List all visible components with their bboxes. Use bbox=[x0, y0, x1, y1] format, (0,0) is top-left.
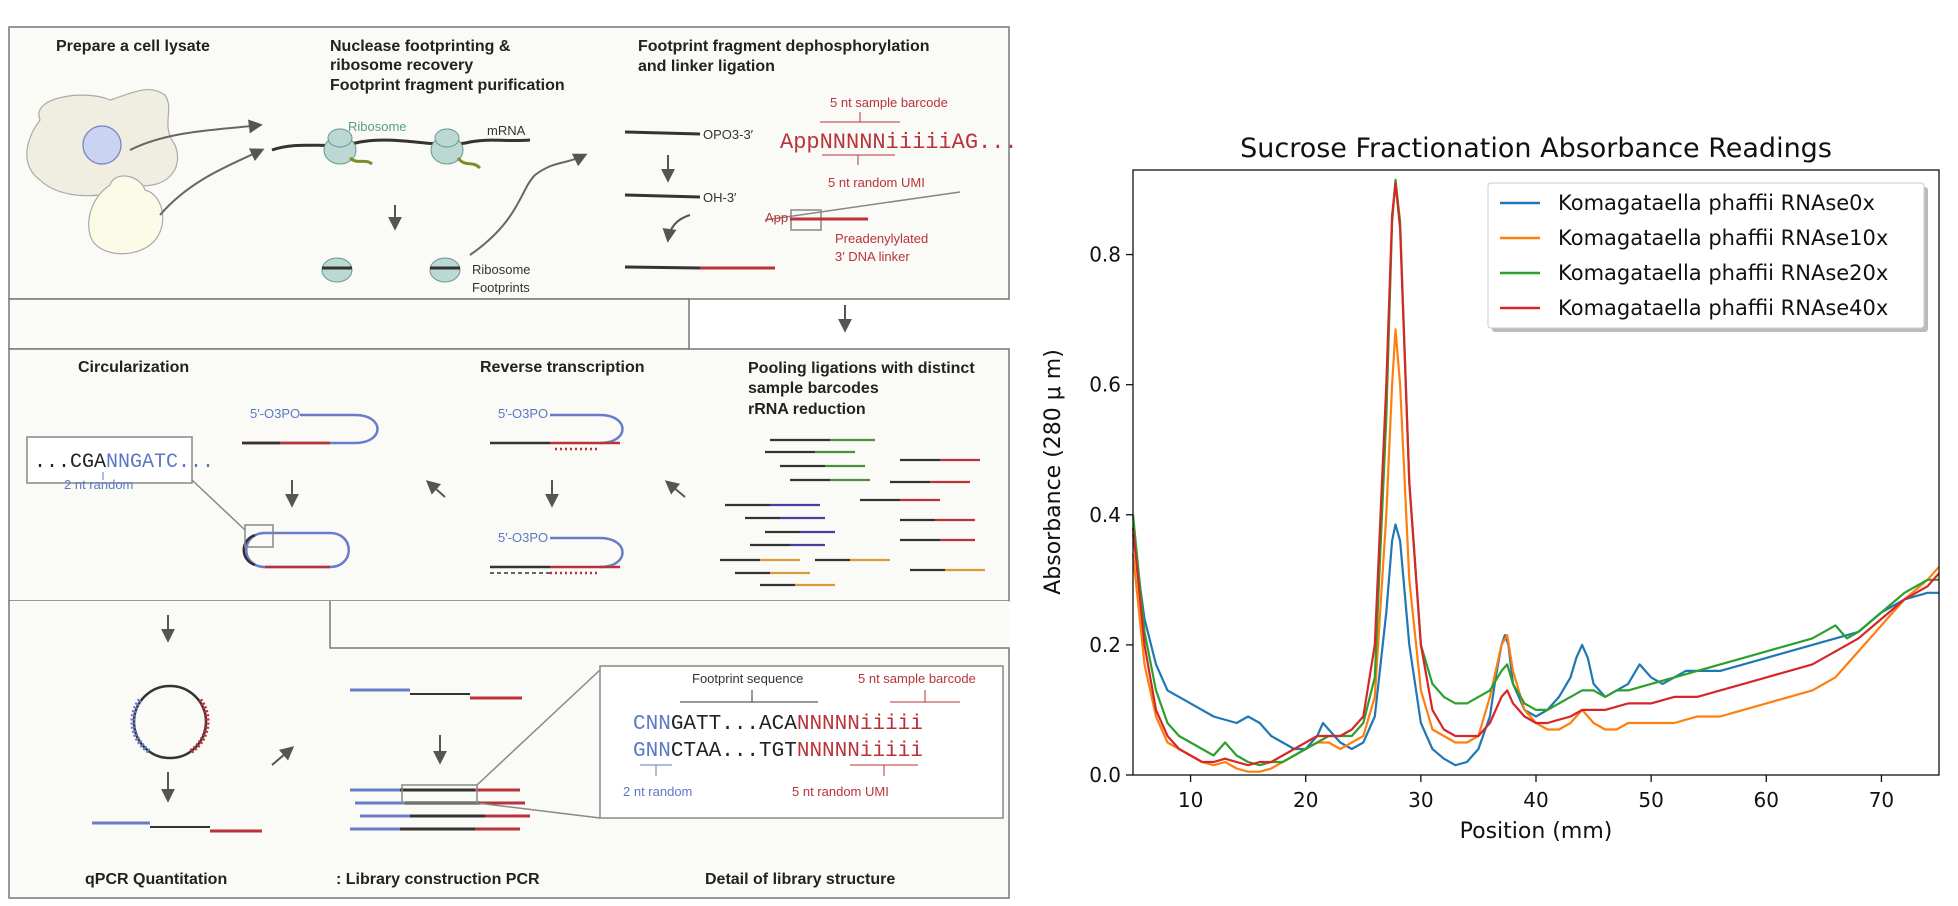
step-nuclease-line1: Nuclease footprinting & bbox=[330, 38, 511, 55]
mrna-strand bbox=[271, 138, 531, 152]
library-seq-row-2: GNNCTAA...TGTNNNNNiiiii bbox=[633, 740, 923, 763]
plot-lines bbox=[1131, 178, 1940, 773]
qpcr-circle bbox=[130, 684, 210, 760]
opo3-label: OPO3-3′ bbox=[703, 127, 754, 142]
library-seq-row-1: CNNGATT...ACANNNNNiiiii bbox=[633, 713, 923, 736]
app-label: App bbox=[765, 210, 788, 225]
x-axis-label: Position (mm) bbox=[1460, 819, 1613, 844]
barcode-label-detail: 5 nt sample barcode bbox=[858, 671, 976, 686]
step-library-pcr: : Library construction PCR bbox=[336, 871, 540, 888]
legend-label-1: Komagataella phaffii RNAse10x bbox=[1558, 226, 1888, 250]
legend-box bbox=[1487, 182, 1925, 329]
step-reverse-transcription: Reverse transcription bbox=[480, 359, 645, 376]
x-axis-ticks: 10 20 30 40 50 60 70 bbox=[1178, 775, 1894, 812]
mrna-label: mRNA bbox=[487, 123, 526, 138]
zoom-seq: ...CGANNGATC... bbox=[34, 451, 214, 474]
chart-legend: Komagataella phaffii RNAse0x Komagataella… bbox=[1487, 182, 1928, 332]
random2-label-circ: 2 nt random bbox=[64, 477, 133, 492]
linker-label-2: 3′ DNA linker bbox=[835, 249, 910, 264]
legend-label-3: Komagataella phaffii RNAse40x bbox=[1558, 296, 1888, 320]
legend-label-2: Komagataella phaffii RNAse20x bbox=[1558, 261, 1888, 285]
phos-label-3: 5′-O3PO bbox=[498, 530, 548, 545]
step-library-detail: Detail of library structure bbox=[705, 871, 895, 888]
footprint-seq-label: Footprint sequence bbox=[692, 671, 803, 686]
x-tick-label: 50 bbox=[1638, 788, 1663, 812]
panel-connector-1 bbox=[8, 298, 690, 350]
barcode-sequence: AppNNNNNiiiiiAG... bbox=[780, 130, 1018, 155]
phos-label-1: 5′-O3PO bbox=[250, 406, 300, 421]
phos-label-2: 5′-O3PO bbox=[498, 406, 548, 421]
x-tick-label: 70 bbox=[1869, 788, 1894, 812]
cell-small-shape bbox=[88, 175, 164, 255]
x-tick-label: 40 bbox=[1523, 788, 1548, 812]
x-tick-label: 10 bbox=[1178, 788, 1203, 812]
y-tick-label: 0.2 bbox=[1089, 633, 1121, 657]
step-nuclease-line3: Footprint fragment purification bbox=[330, 77, 565, 94]
footprint-2 bbox=[429, 257, 461, 283]
y-tick-label: 0.6 bbox=[1089, 373, 1121, 397]
circularization-zoom-box bbox=[26, 436, 193, 484]
y-axis-ticks: 0.0 0.2 0.4 0.6 0.8 bbox=[1089, 243, 1133, 787]
absorbance-chart: Sucrose Fractionation Absorbance Reading… bbox=[1041, 133, 1940, 844]
umi-label-top: 5 nt random UMI bbox=[828, 175, 925, 190]
x-tick-label: 60 bbox=[1754, 788, 1779, 812]
series-line-1 bbox=[1131, 328, 1940, 773]
step-circularization: Circularization bbox=[78, 359, 189, 376]
y-tick-label: 0.0 bbox=[1089, 763, 1121, 787]
pooled-ligations bbox=[720, 438, 985, 587]
legend-label-0: Komagataella phaffii RNAse0x bbox=[1558, 191, 1875, 215]
x-tick-label: 20 bbox=[1293, 788, 1318, 812]
footprints-label-2: Footprints bbox=[472, 280, 530, 295]
series-line-3 bbox=[1131, 181, 1940, 767]
step-dephos-line2: and linker ligation bbox=[638, 58, 775, 75]
protocol-diagram: Prepare a cell lysate Nuclease footprint… bbox=[8, 26, 1018, 899]
step-pooling-line1: Pooling ligations with distinct bbox=[748, 360, 975, 377]
y-tick-label: 0.8 bbox=[1089, 243, 1121, 267]
chart-title: Sucrose Fractionation Absorbance Reading… bbox=[1240, 133, 1832, 164]
footprints-label-1: Ribosome bbox=[472, 262, 531, 277]
random2-label-detail: 2 nt random bbox=[623, 784, 692, 799]
barcode-label-top: 5 nt sample barcode bbox=[830, 95, 948, 110]
x-tick-label: 30 bbox=[1408, 788, 1433, 812]
step-pooling-line3: rRNA reduction bbox=[748, 401, 866, 418]
y-axis-label: Absorbance (280 μ m) bbox=[1041, 349, 1066, 595]
library-detail-box bbox=[599, 665, 1004, 819]
series-line-0 bbox=[1131, 523, 1939, 767]
cell-nucleus bbox=[82, 125, 122, 165]
ribosome-label: Ribosome bbox=[348, 119, 407, 134]
y-tick-label: 0.4 bbox=[1089, 503, 1121, 527]
umi-label-detail: 5 nt random UMI bbox=[792, 784, 889, 799]
step-prepare-lysate: Prepare a cell lysate bbox=[56, 38, 210, 55]
oh3-label: OH-3′ bbox=[703, 190, 737, 205]
panel-3-border bbox=[8, 601, 1010, 899]
step-qpcr: qPCR Quantitation bbox=[85, 871, 227, 888]
linker-label-1: Preadenylylated bbox=[835, 231, 928, 246]
footprint-1 bbox=[321, 257, 353, 283]
step-nuclease-line2: ribosome recovery bbox=[330, 57, 473, 74]
step-dephos-line1: Footprint fragment dephosphorylation bbox=[638, 38, 930, 55]
step-pooling-line2: sample barcodes bbox=[748, 380, 879, 397]
